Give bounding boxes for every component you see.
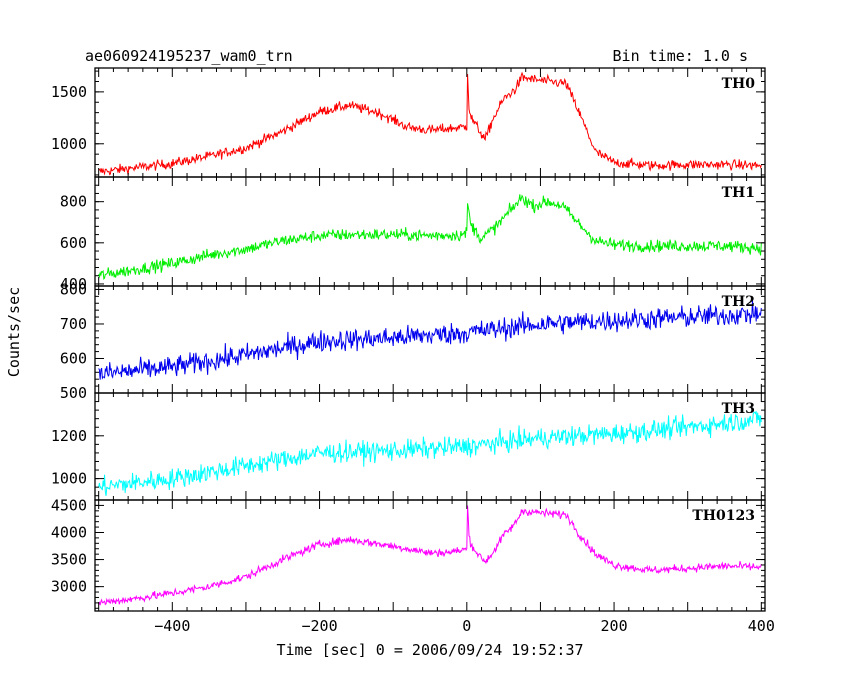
x-tick-label: 400 (748, 617, 775, 635)
series-line-th2 (98, 299, 762, 380)
chart-title: ae060924195237_wam0_trn (85, 47, 293, 65)
y-tick-label-th0: 1000 (51, 135, 87, 153)
y-tick-label-th2: 800 (60, 280, 87, 298)
panel-label-th0123: TH0123 (692, 508, 755, 524)
panel-frame-th1 (94, 176, 766, 287)
x-tick-label: 200 (601, 617, 628, 635)
y-axis-label: Counts/sec (5, 287, 23, 377)
y-tick-label-th1: 600 (60, 234, 87, 252)
y-tick-label-th2: 700 (60, 315, 87, 333)
panel-frame-th2 (94, 285, 766, 394)
panel-label-th2: TH2 (722, 294, 755, 310)
series-line-th3 (98, 411, 762, 496)
y-tick-label-th0123: 3500 (51, 551, 87, 569)
y-tick-label-th1: 800 (60, 193, 87, 211)
y-tick-label-th0: 1500 (51, 83, 87, 101)
y-tick-label-th3: 1000 (51, 470, 87, 488)
x-tick-label: 0 (462, 617, 471, 635)
y-tick-label-th0123: 3000 (51, 578, 87, 596)
y-tick-label-th2: 600 (60, 349, 87, 367)
bin-time-label: Bin time: 1.0 s (613, 47, 748, 65)
y-tick-label-th2: 500 (60, 384, 87, 402)
y-tick-label-th0123: 4500 (51, 496, 87, 514)
panel-label-th1: TH1 (722, 185, 755, 201)
y-tick-label-th3: 1200 (51, 427, 87, 445)
series-line-th0123 (98, 505, 762, 606)
panel-label-th0: TH0 (722, 76, 756, 92)
y-tick-label-th1: 400 (60, 275, 87, 293)
series-line-th0 (98, 71, 762, 176)
y-tick-label-th0123: 4000 (51, 523, 87, 541)
series-line-th1 (98, 194, 762, 281)
x-axis-label: Time [sec] 0 = 2006/09/24 19:52:37 (276, 641, 583, 659)
x-tick-label: −200 (301, 617, 337, 635)
panel-frame-th0123 (94, 499, 766, 612)
x-tick-label: −400 (154, 617, 190, 635)
panel-label-th3: TH3 (722, 401, 755, 417)
